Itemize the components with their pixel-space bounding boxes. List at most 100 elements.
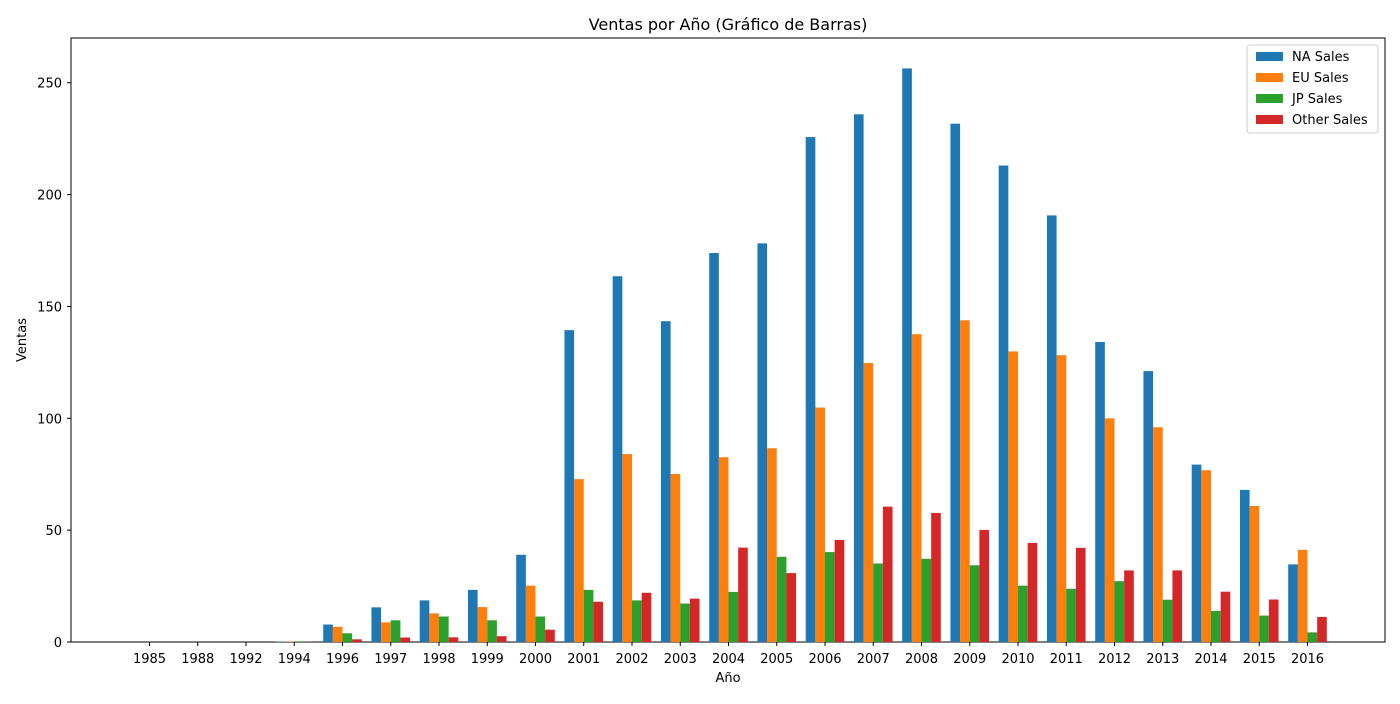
x-tick-label: 2006 xyxy=(808,652,841,667)
bar-other-sales-2016 xyxy=(1317,617,1327,642)
bar-na-sales-2000 xyxy=(516,555,526,642)
bar-jp-sales-1994 xyxy=(294,641,304,642)
bar-eu-sales-2016 xyxy=(1298,550,1308,642)
y-axis-label: Ventas xyxy=(15,318,30,362)
bar-other-sales-2003 xyxy=(690,599,700,642)
bar-eu-sales-1999 xyxy=(478,607,488,642)
bar-other-sales-2008 xyxy=(931,513,941,642)
legend-swatch xyxy=(1256,94,1283,103)
bar-jp-sales-1997 xyxy=(391,620,401,642)
y-tick-label: 0 xyxy=(54,636,62,651)
bar-other-sales-2000 xyxy=(545,630,555,642)
bar-eu-sales-2009 xyxy=(960,320,970,642)
x-tick-label: 1994 xyxy=(278,652,311,667)
bar-jp-sales-2005 xyxy=(777,557,787,642)
bar-jp-sales-2013 xyxy=(1163,600,1173,642)
bar-eu-sales-2007 xyxy=(864,363,874,642)
bar-other-sales-2011 xyxy=(1076,548,1086,642)
x-tick-label: 2004 xyxy=(712,652,745,667)
bar-eu-sales-2001 xyxy=(574,479,584,642)
bar-jp-sales-2004 xyxy=(729,592,739,642)
bar-jp-sales-2009 xyxy=(970,565,980,642)
y-tick-label: 50 xyxy=(45,524,62,539)
bar-other-sales-2014 xyxy=(1221,592,1231,642)
bar-other-sales-2015 xyxy=(1269,600,1279,643)
chart-title: Ventas por Año (Gráfico de Barras) xyxy=(589,15,868,34)
bar-other-sales-1998 xyxy=(449,637,459,642)
bars xyxy=(275,68,1327,642)
bar-other-sales-2004 xyxy=(738,548,748,642)
legend-swatch xyxy=(1256,73,1283,82)
bar-na-sales-1998 xyxy=(420,600,430,642)
bar-other-sales-2013 xyxy=(1172,570,1182,642)
bar-other-sales-2005 xyxy=(786,573,796,642)
bar-other-sales-2009 xyxy=(979,530,989,642)
legend-label: EU Sales xyxy=(1292,71,1349,86)
bar-other-sales-2001 xyxy=(593,602,603,642)
x-tick-label: 1985 xyxy=(133,652,166,667)
bar-other-sales-2010 xyxy=(1028,543,1038,642)
legend-swatch xyxy=(1256,115,1283,124)
bar-jp-sales-1998 xyxy=(439,617,449,643)
bar-jp-sales-2000 xyxy=(536,617,546,643)
x-tick-label: 2007 xyxy=(857,652,890,667)
bar-na-sales-2009 xyxy=(950,124,960,642)
x-tick-label: 2010 xyxy=(1001,652,1034,667)
bar-na-sales-2010 xyxy=(999,166,1009,642)
x-tick-label: 1996 xyxy=(326,652,359,667)
bar-na-sales-1996 xyxy=(323,625,333,642)
bar-eu-sales-2008 xyxy=(912,334,922,642)
legend-label: Other Sales xyxy=(1292,113,1368,128)
bar-eu-sales-2005 xyxy=(767,448,777,642)
bar-other-sales-2007 xyxy=(883,507,893,642)
bar-other-sales-1997 xyxy=(400,638,410,642)
x-tick-label: 2005 xyxy=(760,652,793,667)
bar-na-sales-2014 xyxy=(1192,465,1202,642)
bar-jp-sales-2008 xyxy=(922,559,932,642)
bar-other-sales-1996 xyxy=(352,639,362,642)
bar-na-sales-2003 xyxy=(661,321,671,642)
x-tick-label: 1992 xyxy=(229,652,262,667)
x-tick-label: 1988 xyxy=(181,652,214,667)
bar-na-sales-2015 xyxy=(1240,490,1250,642)
x-tick-label: 1998 xyxy=(422,652,455,667)
bar-eu-sales-1998 xyxy=(429,613,439,642)
bar-na-sales-2005 xyxy=(757,243,767,642)
bar-na-sales-2007 xyxy=(854,114,864,642)
x-tick-label: 2016 xyxy=(1291,652,1324,667)
bar-jp-sales-2001 xyxy=(584,590,594,642)
x-tick-label: 2001 xyxy=(567,652,600,667)
bar-eu-sales-1996 xyxy=(333,627,343,642)
x-tick-label: 2009 xyxy=(953,652,986,667)
bar-eu-sales-2006 xyxy=(815,408,825,642)
legend: NA Sales EU Sales JP Sales Other Sales xyxy=(1247,45,1378,133)
x-tick-label: 2008 xyxy=(905,652,938,667)
x-tick-label: 1999 xyxy=(471,652,504,667)
bar-jp-sales-2010 xyxy=(1018,586,1028,642)
legend-label: NA Sales xyxy=(1292,50,1350,65)
bar-na-sales-2002 xyxy=(613,276,623,642)
y-tick-label: 100 xyxy=(37,412,62,427)
bar-eu-sales-2004 xyxy=(719,457,729,642)
x-tick-label: 2014 xyxy=(1194,652,1227,667)
bar-na-sales-2012 xyxy=(1095,342,1105,642)
legend-swatch xyxy=(1256,52,1283,61)
x-tick-label: 2011 xyxy=(1050,652,1083,667)
bar-eu-sales-2011 xyxy=(1057,355,1067,642)
bar-eu-sales-2012 xyxy=(1105,418,1115,642)
bar-na-sales-2008 xyxy=(902,68,912,642)
bar-jp-sales-2016 xyxy=(1308,632,1318,642)
bar-eu-sales-2013 xyxy=(1153,427,1163,642)
bar-other-sales-2012 xyxy=(1124,570,1134,642)
bar-jp-sales-2015 xyxy=(1259,616,1269,642)
bar-other-sales-2002 xyxy=(642,593,652,642)
x-axis-label: Año xyxy=(715,671,740,686)
legend-label: JP Sales xyxy=(1291,92,1343,107)
bar-eu-sales-2003 xyxy=(671,474,681,642)
y-tick-label: 200 xyxy=(37,189,62,204)
bar-eu-sales-2015 xyxy=(1250,506,1260,642)
bar-other-sales-2006 xyxy=(835,540,845,642)
